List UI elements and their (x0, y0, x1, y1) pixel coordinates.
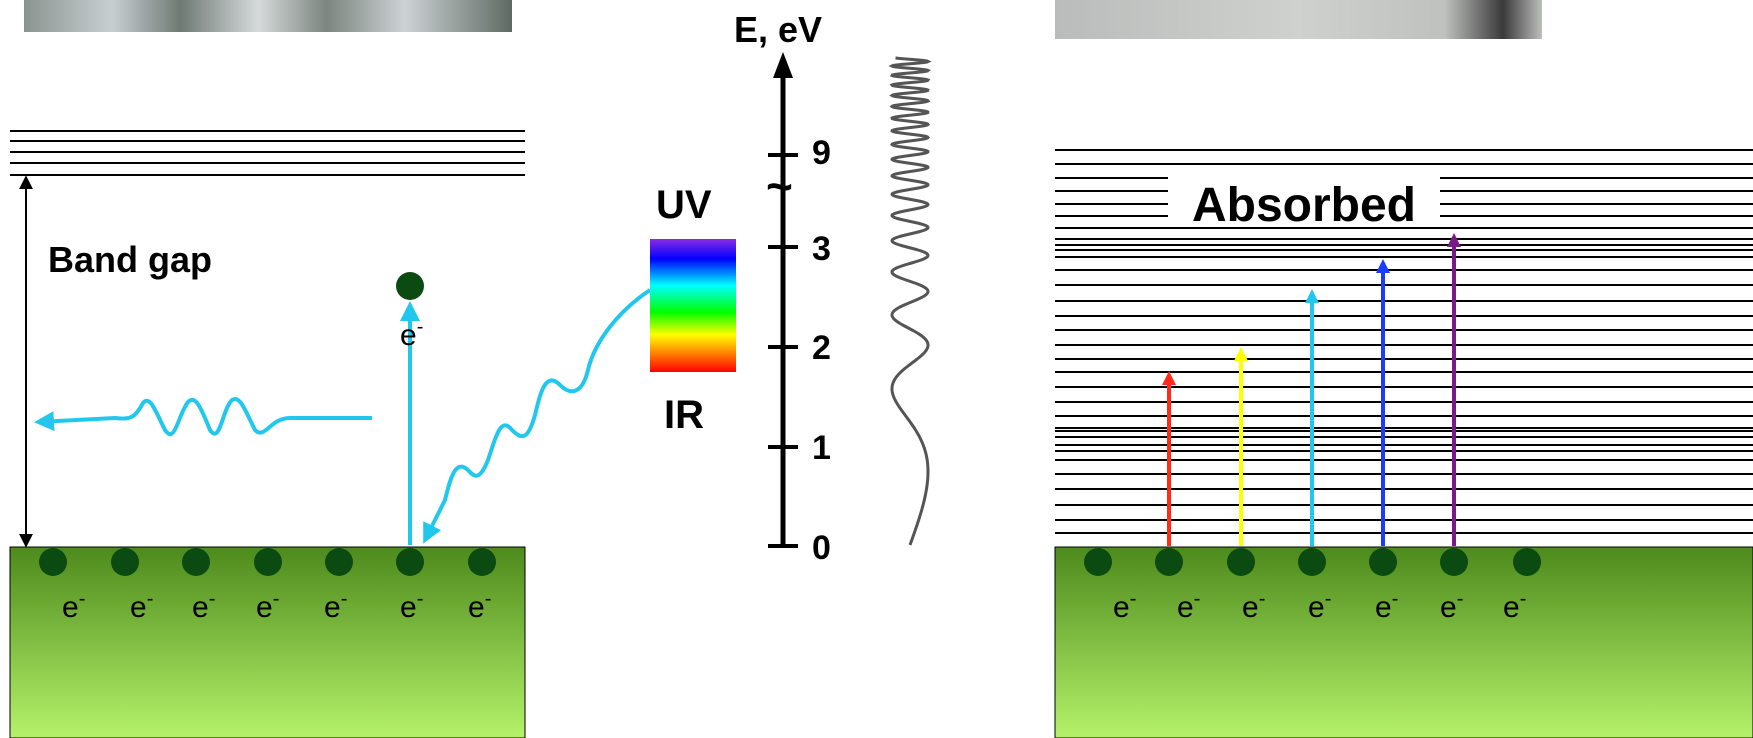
frequency-wave (888, 56, 932, 546)
spectrum-panel: UV IR (650, 183, 736, 437)
excited-electron-label: e- (400, 316, 423, 352)
right-band-panel: Absorbed e-e-e-e-e-e-e- (1054, 149, 1753, 738)
conduction-band-levels (10, 130, 525, 176)
valence-electron-label: e- (256, 588, 279, 624)
absorbed-label: Absorbed (1192, 179, 1416, 232)
incoming-photon-wave (423, 288, 652, 544)
axis-tick-marks (768, 153, 798, 548)
right-energy-levels (1055, 149, 1753, 534)
absorption-arrowhead (1162, 371, 1176, 385)
valence-electron (1369, 548, 1397, 576)
axis-arrowhead (773, 52, 793, 78)
valence-electron-label: e- (1113, 588, 1136, 624)
valence-electron-label: e- (400, 588, 423, 624)
valence-electron-label: e- (1375, 588, 1398, 624)
energy-axis-label: E, eV (734, 9, 822, 50)
valence-electron (396, 548, 424, 576)
absorption-arrowhead (1305, 289, 1319, 303)
sample-photo (1055, 0, 1542, 39)
valence-electron (182, 548, 210, 576)
absorption-arrowhead (1447, 233, 1461, 247)
valence-electron (254, 548, 282, 576)
tick-label-2: 2 (812, 329, 831, 367)
valence-electron (1440, 548, 1468, 576)
absorbed-label-bg (1168, 177, 1440, 227)
valence-electron (1084, 548, 1112, 576)
valence-electron-label: e- (62, 588, 85, 624)
band-gap-label: Band gap (48, 239, 212, 280)
left-band-panel: Band gap e- e-e-e-e-e-e-e- (9, 130, 652, 738)
valence-electron (1227, 548, 1255, 576)
axis-break-symbol: ~ (766, 160, 793, 212)
valence-electron-label: e- (130, 588, 153, 624)
valence-electron (39, 548, 67, 576)
right-valence-band (1054, 546, 1753, 738)
valence-band (9, 546, 526, 738)
ir-label: IR (664, 393, 704, 437)
right-valence-electrons: e-e-e-e-e-e-e- (1084, 548, 1541, 624)
valence-electron-label: e- (324, 588, 347, 624)
valence-electron (1155, 548, 1183, 576)
valence-electron (1298, 548, 1326, 576)
valence-electron-label: e- (1503, 588, 1526, 624)
valence-electron-label: e- (1177, 588, 1200, 624)
valence-electron-label: e- (1242, 588, 1265, 624)
valence-electron (1513, 548, 1541, 576)
valence-electron-label: e- (1440, 588, 1463, 624)
absorption-arrowhead (1376, 259, 1390, 273)
spectrum-bar (650, 239, 736, 372)
excited-electron (396, 272, 424, 300)
tick-label-1: 1 (812, 429, 831, 467)
crystal-photo (24, 0, 512, 32)
valence-electron-label: e- (192, 588, 215, 624)
valence-electron-label: e- (1308, 588, 1331, 624)
left-valence-electrons: e-e-e-e-e-e-e- (39, 548, 496, 624)
energy-axis: E, eV ~ 0 1 2 3 9 (734, 9, 831, 567)
tick-label-9: 9 (812, 134, 831, 172)
valence-electron (111, 548, 139, 576)
emitted-photon-wave (34, 397, 372, 437)
valence-electron (468, 548, 496, 576)
valence-electron (325, 548, 353, 576)
absorption-arrowhead (1234, 347, 1248, 361)
absorption-arrows (1162, 233, 1461, 546)
uv-label: UV (656, 183, 712, 227)
tick-label-3: 3 (812, 230, 831, 268)
valence-electron-label: e- (468, 588, 491, 624)
tick-label-0: 0 (812, 529, 831, 567)
